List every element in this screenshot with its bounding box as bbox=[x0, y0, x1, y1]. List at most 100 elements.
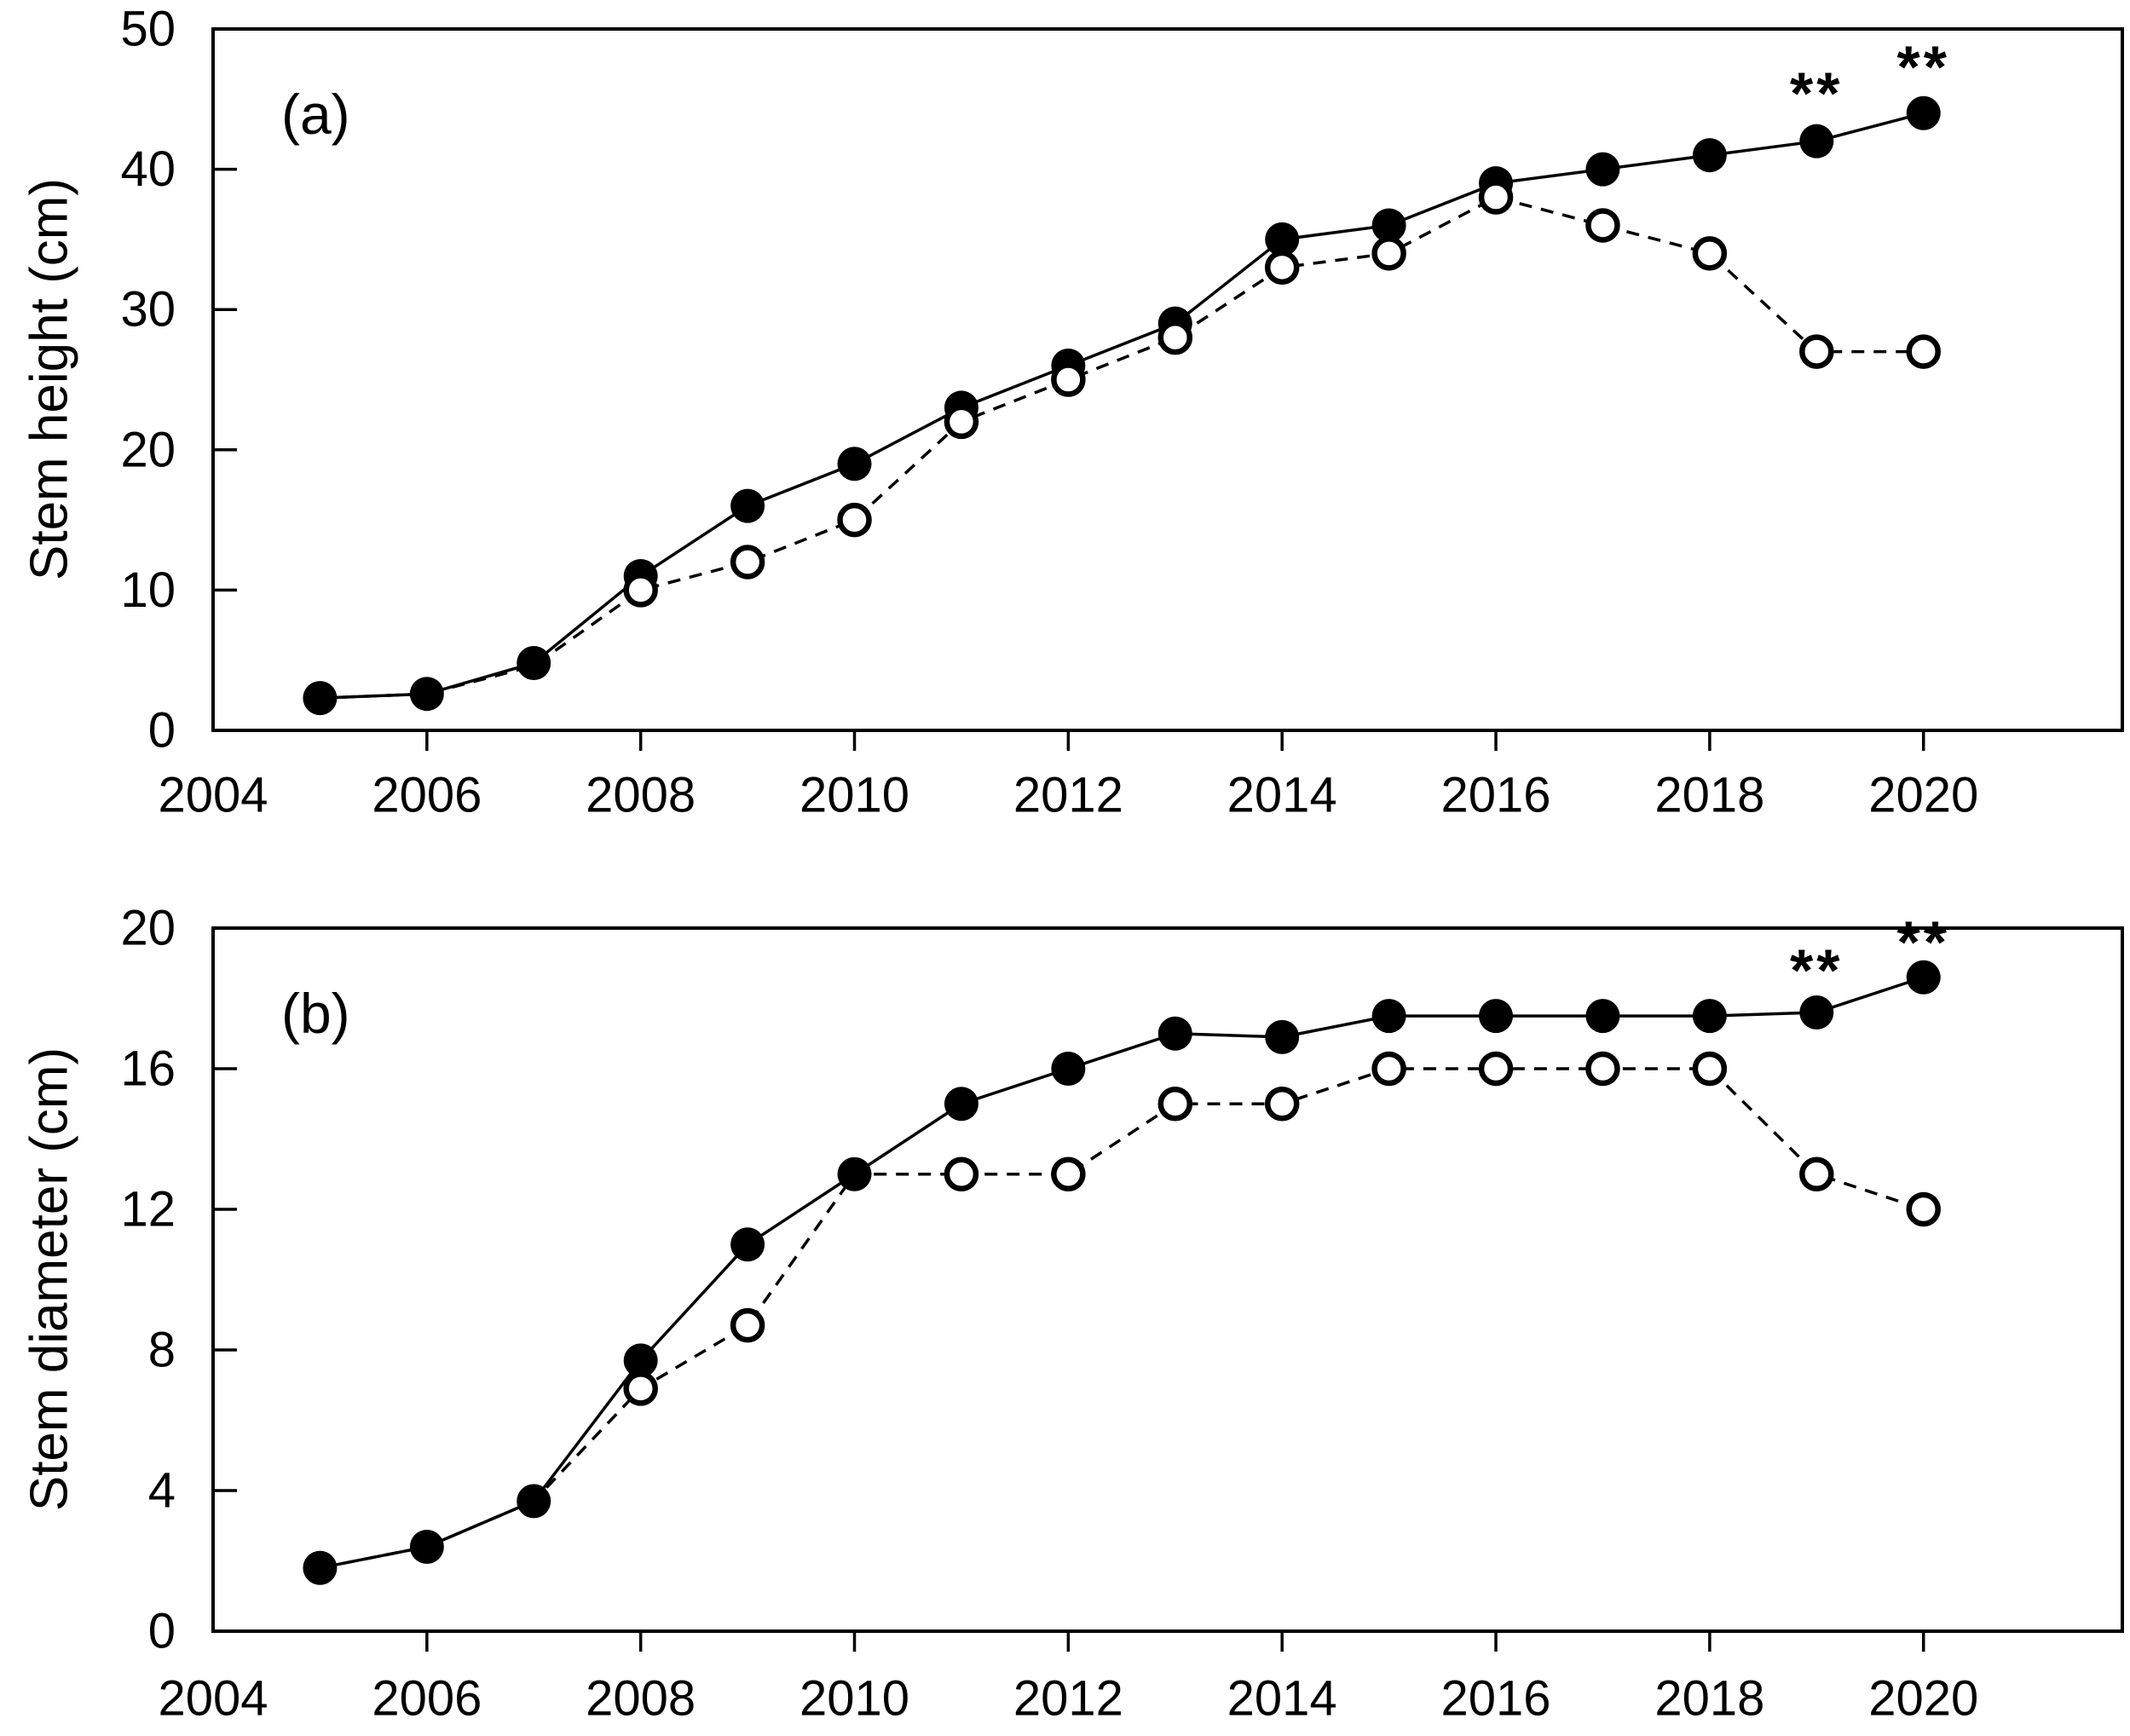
data-point-open bbox=[1585, 1051, 1620, 1087]
x-tick-label: 2006 bbox=[372, 1671, 482, 1727]
data-point-open bbox=[1371, 1051, 1406, 1087]
data-point-filled bbox=[1371, 999, 1406, 1034]
data-point-open bbox=[730, 1307, 765, 1343]
data-point-open bbox=[1585, 208, 1620, 243]
data-point-filled bbox=[517, 1484, 551, 1519]
solid-series-line bbox=[320, 112, 1925, 700]
x-tick-label: 2004 bbox=[158, 768, 268, 823]
data-point-filled bbox=[837, 1156, 872, 1191]
data-point-filled bbox=[730, 488, 765, 523]
x-tick-label: 2010 bbox=[799, 1671, 909, 1727]
y-tick-label: 12 bbox=[120, 1182, 176, 1237]
data-point-open bbox=[944, 1156, 979, 1191]
data-point-filled bbox=[303, 681, 338, 716]
y-tick-label: 16 bbox=[120, 1041, 176, 1097]
data-point-filled bbox=[1265, 1019, 1300, 1054]
data-point-open bbox=[623, 1371, 658, 1406]
dashed-series-line bbox=[320, 195, 1924, 700]
data-point-filled bbox=[1585, 999, 1620, 1034]
data-point-open bbox=[1478, 1051, 1514, 1087]
significance-asterisks: ** bbox=[1896, 33, 1949, 100]
x-tick-label: 2014 bbox=[1227, 768, 1337, 823]
x-tick-label: 2004 bbox=[158, 1671, 268, 1727]
panel-b bbox=[211, 926, 2124, 1652]
data-point-filled bbox=[409, 1530, 444, 1564]
data-point-open bbox=[1478, 180, 1514, 215]
data-point-filled bbox=[944, 1087, 978, 1122]
y-tick-label: 10 bbox=[120, 562, 176, 618]
data-point-open bbox=[1692, 236, 1728, 271]
x-tick-label: 2010 bbox=[799, 768, 909, 823]
x-tick-label: 2006 bbox=[372, 768, 482, 823]
panel-a bbox=[211, 27, 2124, 751]
y-axis-title: Stem diameter (cm) bbox=[20, 1047, 79, 1511]
data-point-open bbox=[1051, 1156, 1086, 1191]
data-point-open bbox=[944, 404, 979, 440]
plot-border bbox=[211, 27, 2124, 732]
data-point-open bbox=[1264, 250, 1300, 285]
data-point-filled bbox=[1799, 995, 1834, 1029]
y-axis-title: Stem height (cm) bbox=[20, 178, 79, 580]
y-tick-label: 40 bbox=[120, 141, 176, 197]
x-tick-label: 2020 bbox=[1868, 1671, 1978, 1727]
data-point-filled bbox=[1799, 124, 1834, 159]
data-point-filled bbox=[409, 677, 444, 712]
significance-asterisks: ** bbox=[1790, 61, 1843, 127]
data-point-open bbox=[730, 545, 765, 580]
dashed-series-line bbox=[320, 1067, 1925, 1570]
x-tick-label: 2016 bbox=[1441, 1671, 1551, 1727]
data-point-filled bbox=[517, 645, 551, 680]
data-point-filled bbox=[1692, 999, 1727, 1034]
data-point-filled bbox=[1157, 1016, 1192, 1051]
data-point-open bbox=[1692, 1051, 1728, 1087]
x-tick-label: 2020 bbox=[1868, 768, 1978, 823]
data-point-filled bbox=[623, 1343, 658, 1378]
y-tick-label: 30 bbox=[120, 282, 176, 337]
data-point-open bbox=[1906, 334, 1941, 369]
x-tick-label: 2018 bbox=[1654, 768, 1764, 823]
solid-series-line bbox=[320, 976, 1925, 1570]
data-point-open bbox=[1799, 334, 1834, 369]
data-point-filled bbox=[1479, 999, 1514, 1034]
data-point-open bbox=[1799, 1156, 1834, 1191]
y-tick-label: 4 bbox=[148, 1463, 176, 1519]
data-point-open bbox=[1264, 1087, 1300, 1122]
significance-asterisks: ** bbox=[1896, 909, 1949, 976]
data-point-open bbox=[1157, 320, 1193, 355]
plot-border bbox=[211, 926, 2124, 1633]
data-point-open bbox=[1371, 236, 1406, 271]
y-tick-label: 20 bbox=[120, 422, 176, 477]
x-tick-label: 2012 bbox=[1013, 1671, 1123, 1727]
data-point-filled bbox=[1906, 95, 1941, 130]
y-tick-label: 8 bbox=[148, 1323, 176, 1378]
data-point-filled bbox=[303, 1550, 338, 1585]
data-point-open bbox=[1051, 362, 1086, 397]
data-point-filled bbox=[1585, 152, 1620, 187]
data-point-filled bbox=[1265, 222, 1300, 257]
data-point-open bbox=[837, 502, 872, 538]
data-point-filled bbox=[1906, 960, 1941, 995]
y-tick-label: 0 bbox=[148, 703, 176, 758]
data-point-open bbox=[1157, 1087, 1193, 1122]
data-point-filled bbox=[837, 447, 872, 482]
panel-label: (a) bbox=[281, 83, 350, 146]
x-tick-label: 2008 bbox=[586, 768, 696, 823]
data-point-filled bbox=[1371, 208, 1406, 243]
x-tick-label: 2016 bbox=[1441, 768, 1551, 823]
x-tick-label: 2012 bbox=[1013, 768, 1123, 823]
data-point-open bbox=[623, 573, 658, 608]
x-tick-label: 2018 bbox=[1654, 1671, 1764, 1727]
panel-label: (b) bbox=[281, 982, 350, 1045]
y-tick-label: 50 bbox=[120, 2, 176, 57]
data-point-open bbox=[1906, 1191, 1941, 1227]
significance-asterisks: ** bbox=[1790, 937, 1843, 1004]
data-point-filled bbox=[1692, 138, 1727, 173]
x-tick-label: 2008 bbox=[586, 1671, 696, 1727]
x-tick-label: 2014 bbox=[1227, 1671, 1337, 1727]
data-point-filled bbox=[730, 1227, 765, 1262]
y-tick-label: 20 bbox=[120, 901, 176, 956]
y-tick-label: 0 bbox=[148, 1604, 176, 1659]
data-point-filled bbox=[1051, 1052, 1086, 1086]
